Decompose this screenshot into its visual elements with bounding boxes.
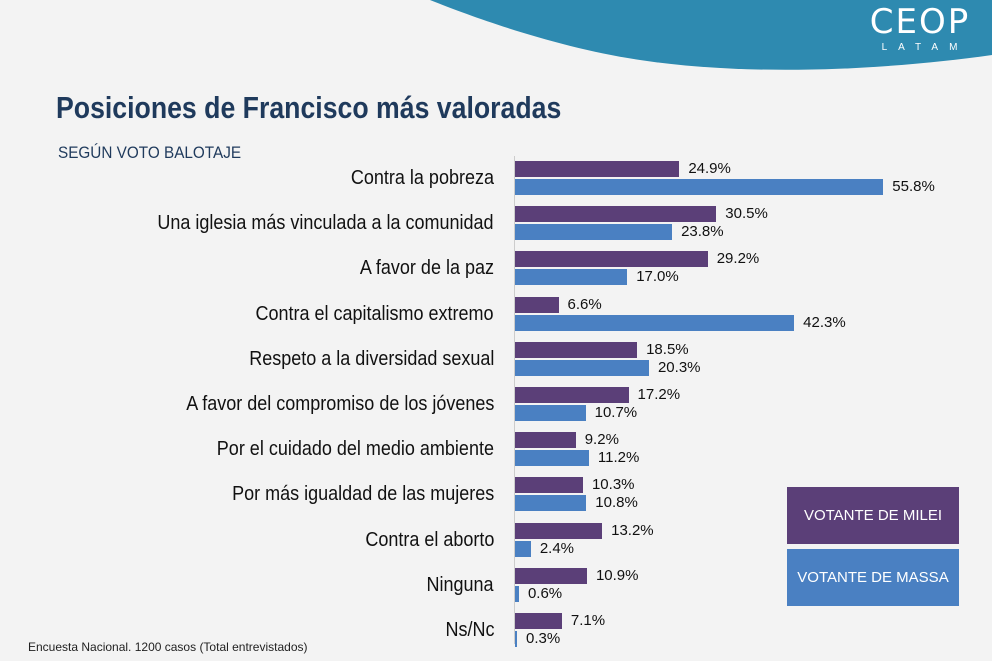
data-label: 10.7% [594,404,638,421]
data-label: 29.2% [716,250,760,268]
bar-milei [515,477,583,494]
bar-milei [515,161,680,177]
bar-milei [515,251,708,268]
data-label: 0.3% [526,630,561,647]
legend-massa: VOTANTE DE MASSA [787,549,959,606]
data-label: 6.6% [567,295,602,313]
data-label: 9.2% [584,431,619,449]
bar-milei [515,567,587,584]
bar-massa [515,224,673,241]
category-label: Ninguna [426,573,494,596]
data-label: 17.0% [636,268,679,286]
bar-massa [515,269,628,286]
category-label: Ns/Nc [444,619,494,641]
bar-milei [515,387,629,403]
bar-massa [515,631,517,647]
category-label: Por más igualdad de las mujeres [231,483,494,506]
bar-massa [515,585,519,602]
logo-subtext: LATAM [881,42,969,53]
data-label: 42.3% [803,313,846,331]
data-label: 0.6% [527,584,563,602]
data-label: 55.8% [892,178,935,195]
category-label: Contra la pobreza [350,167,494,189]
bar-massa [515,450,589,467]
page-subtitle: SEGÚN VOTO BALOTAJE [58,143,242,162]
data-label: 10.8% [595,494,638,512]
bar-milei [515,613,562,629]
category-label: Una iglesia más vinculada a la comunidad [157,212,494,235]
category-label: Contra el aborto [364,528,494,551]
data-label: 10.3% [591,476,635,494]
bar-massa [515,314,795,331]
data-label: 17.2% [637,386,681,403]
category-label: Por el cuidado del medio ambiente [216,438,494,461]
page-title: Posiciones de Francisco más valoradas [56,90,562,125]
footnote: Encuesta Nacional. 1200 casos (Total ent… [28,640,308,654]
data-label: 7.1% [570,612,606,629]
bar-milei [515,341,638,358]
logo-text: CEOP [869,2,971,42]
category-label: Respeto a la diversidad sexual [248,347,494,370]
bar-milei [515,522,603,539]
bar-milei [515,206,717,223]
header-wave [430,0,992,70]
data-label: 23.8% [681,223,724,241]
category-label: Contra el capitalismo extremo [255,302,494,325]
data-label: 20.3% [657,358,701,376]
category-label: A favor del compromiso de los jóvenes [185,393,494,415]
bar-massa [515,495,587,512]
bar-massa [515,179,884,195]
data-label: 11.2% [597,449,640,467]
ceop-logo: CEOP LATAM [860,4,980,54]
bar-massa [515,359,649,376]
data-label: 24.9% [688,160,731,177]
data-label: 10.9% [595,566,639,584]
legend-milei: VOTANTE DE MILEI [787,487,959,544]
bar-milei [515,296,559,313]
data-label: 18.5% [646,340,689,358]
chart-axis [514,156,515,644]
data-label: 30.5% [725,205,768,223]
data-label: 2.4% [539,539,575,557]
category-label: A favor de la paz [359,257,494,280]
bar-milei [515,432,576,449]
data-label: 13.2% [611,521,654,539]
bar-massa [515,405,586,421]
bar-massa [515,540,531,557]
